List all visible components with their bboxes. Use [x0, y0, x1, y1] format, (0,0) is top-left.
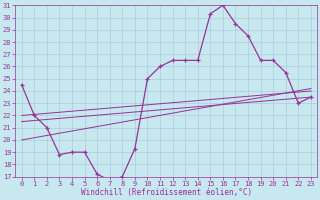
- X-axis label: Windchill (Refroidissement éolien,°C): Windchill (Refroidissement éolien,°C): [81, 188, 252, 197]
